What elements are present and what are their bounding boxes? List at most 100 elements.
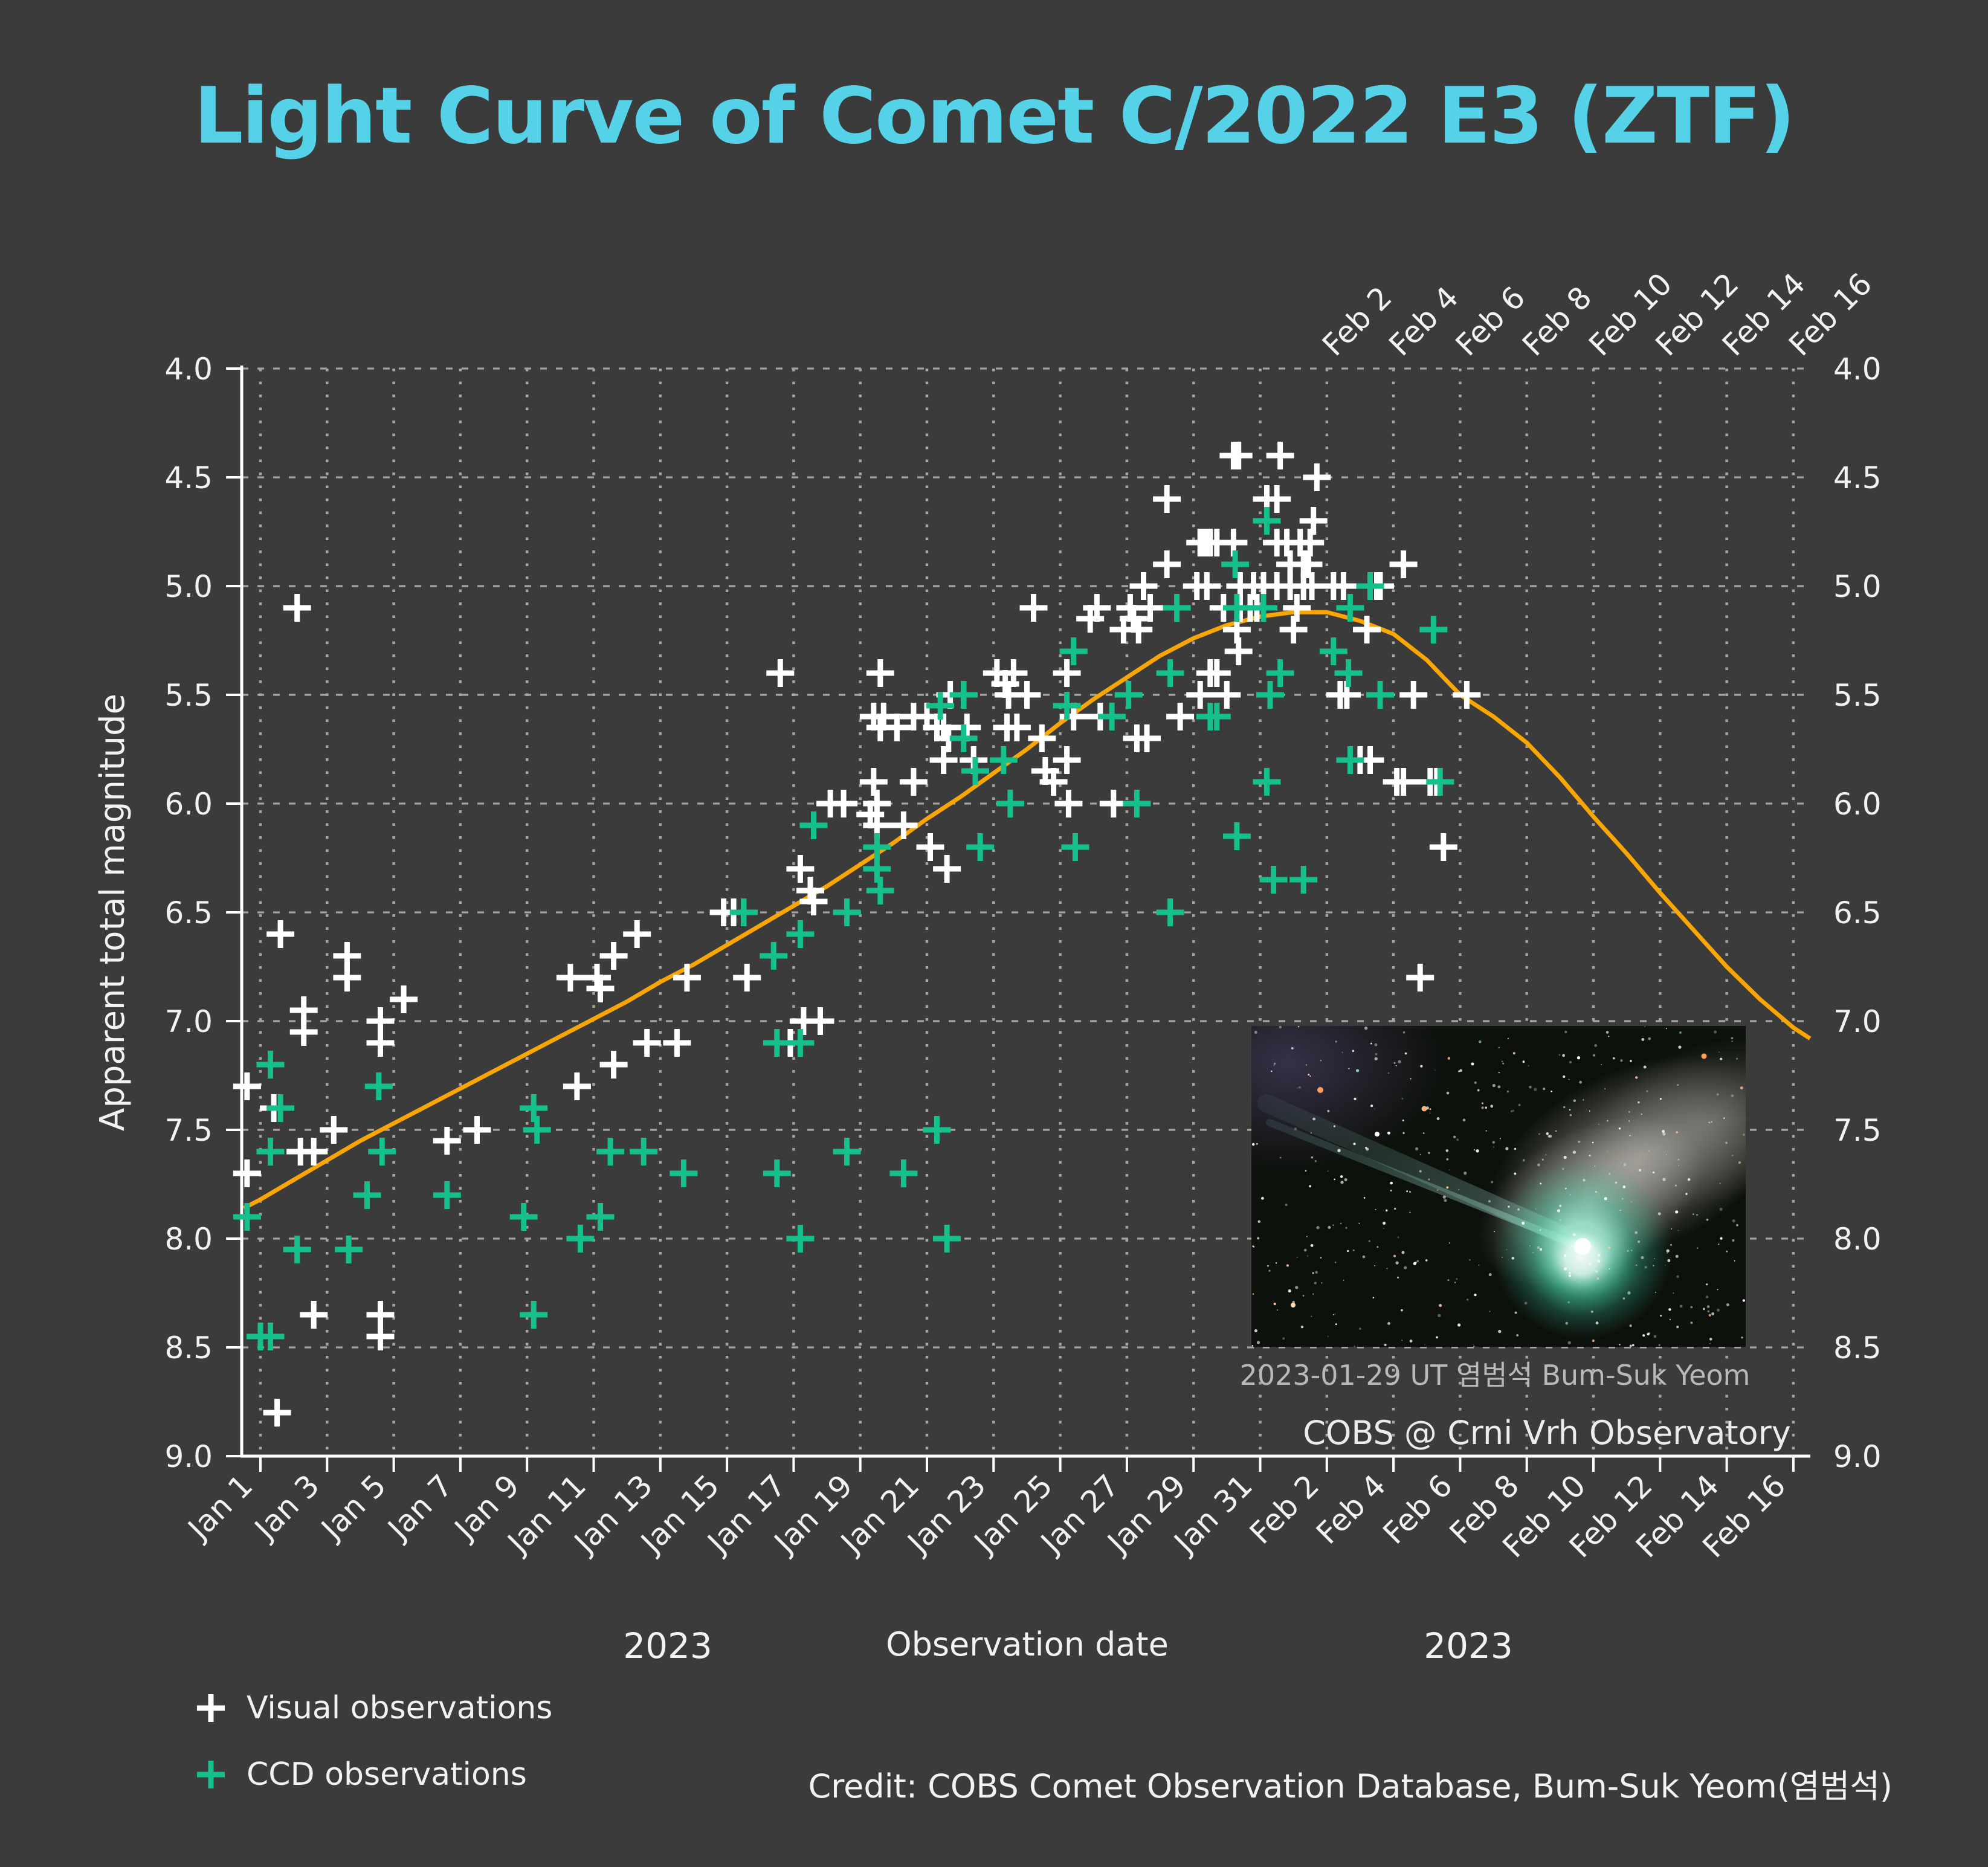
- data-point-marker: [866, 659, 894, 687]
- legend-item-visual: Visual observations: [192, 1689, 552, 1727]
- data-point-marker: [633, 1029, 661, 1057]
- y-tick-label-left: 8.0: [164, 1222, 213, 1257]
- data-point-marker: [1059, 637, 1088, 665]
- data-point-marker: [899, 768, 928, 796]
- data-point-marker: [1429, 833, 1457, 861]
- data-point-marker: [1329, 572, 1358, 600]
- y-tick-label-left: 7.0: [164, 1004, 213, 1039]
- y-tick-label-right: 7.5: [1833, 1113, 1882, 1148]
- data-point-marker: [1406, 964, 1435, 992]
- data-point-marker: [300, 1301, 328, 1329]
- data-point-marker: [1419, 616, 1448, 643]
- data-point-marker: [586, 1203, 615, 1231]
- data-point-marker: [1156, 898, 1184, 926]
- y-tick-label-right: 4.5: [1833, 460, 1882, 495]
- ccd-observations-series: [233, 507, 1454, 1350]
- y-tick-label-right: 8.0: [1833, 1222, 1882, 1257]
- data-point-marker: [1294, 550, 1323, 578]
- data-point-marker: [520, 1094, 548, 1122]
- y-tick-label-right: 9.0: [1833, 1439, 1882, 1474]
- data-point-marker: [233, 1159, 261, 1187]
- data-point-marker: [806, 1007, 834, 1035]
- data-point-marker: [1053, 692, 1081, 720]
- top-tick-label: Feb 6: [1449, 280, 1532, 363]
- data-point-marker: [1002, 714, 1031, 741]
- data-point-marker: [433, 1127, 461, 1155]
- data-point-marker: [1039, 768, 1068, 796]
- star-field: [1251, 1026, 1746, 1347]
- data-point-marker: [1250, 594, 1277, 622]
- data-point-marker: [364, 1072, 393, 1100]
- data-point-marker: [786, 1225, 815, 1253]
- data-point-marker: [599, 942, 628, 970]
- y-tick-label-right: 4.0: [1833, 352, 1882, 387]
- data-point-marker: [1279, 616, 1308, 643]
- data-point-marker: [1221, 550, 1250, 578]
- data-point-marker: [1193, 572, 1221, 600]
- inset-caption-observatory: COBS @ Crni Vrh Observatory: [1303, 1414, 1791, 1452]
- data-point-marker: [1123, 790, 1151, 817]
- y-tick-label-right: 5.0: [1833, 569, 1882, 604]
- x-tick-label: Jan 1: [180, 1468, 259, 1547]
- x-tick-label: Feb 6: [1376, 1468, 1459, 1550]
- comet-nucleus: [1574, 1238, 1591, 1255]
- data-point-marker: [390, 985, 418, 1013]
- inset-caption-date: 2023-01-29 UT 염범석 Bum-Suk Yeom: [1240, 1359, 1751, 1391]
- data-point-marker: [1186, 681, 1215, 709]
- data-point-marker: [996, 790, 1024, 817]
- data-point-marker: [263, 1399, 291, 1427]
- data-point-marker: [933, 1225, 961, 1253]
- data-point-marker: [256, 1138, 285, 1166]
- data-point-marker: [256, 1051, 285, 1079]
- data-point-marker: [1266, 659, 1294, 687]
- data-point-marker: [1125, 616, 1153, 643]
- data-point-marker: [799, 811, 828, 839]
- legend-label-ccd: CCD observations: [247, 1756, 527, 1793]
- top-tick-label: Feb 2: [1315, 280, 1398, 363]
- y-tick-label-right: 6.0: [1833, 787, 1882, 822]
- data-point-marker: [1263, 485, 1291, 513]
- data-point-marker: [523, 1116, 551, 1144]
- y-tick-label-left: 5.0: [164, 569, 213, 604]
- data-point-marker: [1356, 572, 1384, 600]
- data-point-marker: [433, 1181, 461, 1209]
- data-point-marker: [556, 964, 584, 992]
- data-point-marker: [1399, 681, 1428, 709]
- data-point-marker: [596, 1138, 625, 1166]
- data-point-marker: [866, 877, 894, 904]
- data-point-marker: [233, 1072, 261, 1100]
- data-point-marker: [1129, 572, 1158, 600]
- data-point-marker: [786, 1029, 815, 1057]
- data-point-marker: [949, 681, 978, 709]
- y-tick-label-left: 9.0: [164, 1439, 213, 1474]
- data-point-marker: [1253, 768, 1281, 796]
- top-tick-label: Feb 4: [1383, 280, 1465, 363]
- year-label-right: 2023: [1424, 1625, 1513, 1666]
- bright-star: [1701, 1053, 1707, 1059]
- data-point-marker: [300, 1138, 328, 1166]
- data-point-marker: [1163, 594, 1191, 622]
- data-point-marker: [1259, 866, 1288, 894]
- data-point-marker: [233, 1203, 261, 1231]
- data-point-marker: [1319, 637, 1347, 665]
- data-point-marker: [1353, 616, 1381, 643]
- chart-title: Light Curve of Comet C/2022 E3 (ZTF): [193, 71, 1795, 161]
- data-point-marker: [368, 1138, 396, 1166]
- y-axis-title: Apparent total magnitude: [93, 694, 132, 1131]
- y-tick-label-right: 5.5: [1833, 678, 1882, 713]
- data-point-marker: [353, 1181, 381, 1209]
- data-point-marker: [1299, 507, 1328, 535]
- nebula-tint: [1251, 1026, 1445, 1171]
- data-point-marker: [1222, 594, 1251, 622]
- data-point-marker: [283, 594, 311, 622]
- bright-star: [1421, 1106, 1427, 1112]
- data-point-marker: [1166, 703, 1195, 730]
- data-point-marker: [586, 975, 615, 1002]
- data-point-marker: [926, 692, 955, 720]
- data-point-marker: [1303, 463, 1331, 491]
- data-point-marker: [1222, 822, 1251, 850]
- data-point-marker: [1061, 833, 1089, 861]
- data-point-marker: [566, 1225, 595, 1253]
- data-point-marker: [266, 920, 295, 948]
